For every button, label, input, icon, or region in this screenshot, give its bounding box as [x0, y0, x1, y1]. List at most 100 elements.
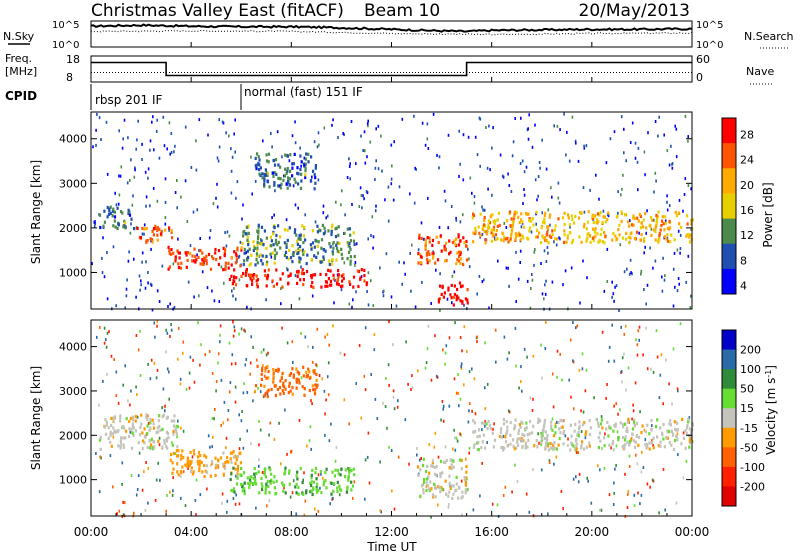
scatter-speckle [187, 464, 190, 468]
scatter-speckle [106, 172, 109, 176]
scatter-speckle [599, 508, 601, 512]
scatter-cell [196, 459, 199, 464]
scatter-cell [224, 268, 227, 272]
scatter-speckle [225, 131, 227, 135]
scatter-cell [596, 212, 600, 216]
scatter-cell [528, 218, 531, 223]
scatter-cell [477, 441, 480, 445]
scatter-speckle [385, 252, 388, 256]
scatter-cell [273, 181, 276, 185]
scatter-speckle [103, 275, 106, 279]
scatter-speckle [286, 341, 289, 345]
scatter-cell [314, 181, 317, 185]
velocity-y-label: Slant Range [km] [29, 366, 43, 470]
scatter-speckle [435, 374, 438, 378]
scatter-cell [139, 236, 142, 240]
scatter-speckle [145, 204, 147, 208]
scatter-cell [141, 446, 144, 451]
scatter-speckle [212, 202, 215, 206]
scatter-speckle [534, 178, 537, 182]
scatter-speckle [254, 179, 257, 183]
scatter-speckle [642, 353, 644, 357]
scatter-cell [305, 489, 308, 493]
cpid-mode-2: normal (fast) 151 IF [244, 85, 363, 99]
scatter-cell [521, 439, 524, 443]
scatter-cell [330, 481, 333, 485]
scatter-speckle [252, 345, 254, 349]
scatter-cell [288, 183, 291, 187]
scatter-cell [238, 451, 241, 456]
scatter-speckle [536, 198, 538, 202]
scatter-speckle [484, 407, 487, 410]
scatter-speckle [502, 175, 505, 179]
scatter-speckle [438, 155, 441, 159]
scatter-cell [425, 488, 428, 492]
scatter-cell [463, 476, 466, 480]
scatter-cell [340, 247, 343, 251]
scatter-speckle [625, 159, 627, 163]
scatter-speckle [442, 407, 444, 411]
scatter-cell [131, 431, 134, 435]
scatter-speckle [323, 389, 326, 393]
scatter-speckle [507, 409, 510, 413]
scatter-speckle [265, 298, 267, 302]
scatter-speckle [147, 414, 149, 418]
scatter-cell [236, 454, 240, 458]
scatter-speckle [246, 305, 248, 309]
scatter-speckle [246, 391, 249, 394]
scatter-speckle [156, 368, 159, 372]
scatter-speckle [668, 204, 671, 208]
scatter-speckle [623, 151, 625, 155]
scatter-cell [537, 417, 540, 421]
scatter-speckle [426, 122, 429, 126]
scatter-cell [365, 281, 369, 285]
scatter-speckle [586, 276, 588, 280]
scatter-cell [604, 220, 607, 224]
scatter-cell [418, 233, 421, 237]
scatter-speckle [439, 272, 441, 276]
scatter-cell [633, 424, 636, 428]
scatter-speckle [147, 176, 149, 180]
scatter-speckle [386, 426, 388, 430]
scatter-cell [514, 232, 517, 236]
scatter-cell [195, 258, 198, 262]
scatter-cell [457, 233, 460, 237]
scatter-cell [642, 218, 645, 222]
scatter-cell [337, 283, 340, 287]
scatter-cell [431, 243, 434, 247]
scatter-speckle [162, 115, 165, 119]
scatter-cell [288, 381, 291, 385]
scatter-speckle [579, 301, 581, 305]
scatter-cell [263, 471, 266, 475]
scatter-cell [544, 236, 547, 240]
scatter-cell [305, 152, 308, 156]
scatter-cell [170, 229, 173, 233]
scatter-cell [424, 246, 427, 250]
scatter-speckle [144, 508, 147, 512]
scatter-cell [560, 425, 563, 429]
scatter-speckle [234, 150, 236, 154]
scatter-cell [302, 241, 305, 245]
scatter-cell [422, 491, 425, 495]
scatter-cell [313, 273, 317, 277]
scatter-speckle [281, 326, 283, 330]
scatter-cell [122, 445, 125, 449]
scatter-cell [253, 246, 256, 250]
scatter-speckle [218, 300, 221, 303]
scatter-cell [214, 473, 217, 478]
scatter-cell [298, 248, 301, 252]
scatter-cell [498, 223, 501, 227]
scatter-speckle [631, 417, 633, 421]
scatter-cell [599, 439, 602, 443]
scatter-speckle [460, 433, 462, 437]
scatter-speckle [440, 418, 442, 422]
scatter-speckle [268, 499, 271, 503]
scatter-cell [106, 215, 109, 219]
scatter-cell [302, 234, 305, 238]
scatter-cell [296, 377, 299, 381]
scatter-cell [603, 444, 606, 448]
scatter-cell [419, 468, 422, 472]
scatter-speckle [571, 115, 574, 119]
scatter-speckle [186, 220, 189, 223]
scatter-cell [325, 486, 328, 490]
